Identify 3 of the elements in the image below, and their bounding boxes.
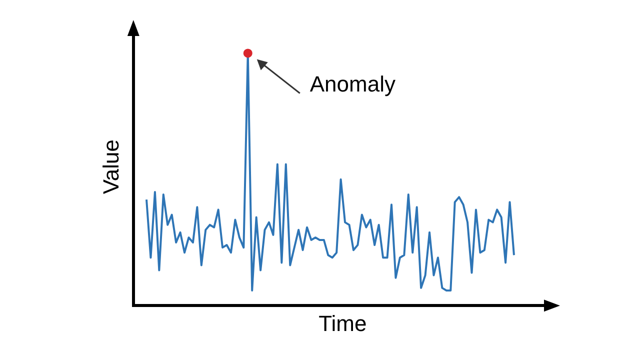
x-axis-title: Time <box>318 310 367 336</box>
annotation: Anomaly <box>310 71 396 96</box>
y-axis-title: Value <box>98 139 124 194</box>
